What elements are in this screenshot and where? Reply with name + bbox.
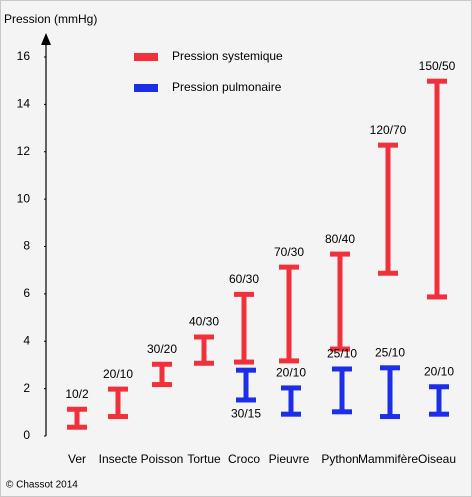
x-tick-label: Oiseau [418, 452, 456, 466]
bar-label: 25/10 [375, 345, 405, 359]
x-tick-label: Python [321, 452, 358, 466]
bar-label: 150/50 [419, 59, 456, 73]
y-axis-label: Pression (mmHg) [4, 12, 97, 26]
range-bar [67, 406, 87, 430]
x-tick-label: Mammifère [358, 452, 418, 466]
x-tick-label: Croco [228, 452, 260, 466]
range-bar [236, 367, 256, 403]
bar-label: 20/10 [276, 366, 306, 380]
range-bar [380, 365, 400, 420]
y-tick-label: 6 [23, 286, 30, 300]
range-bar [332, 366, 352, 415]
bar-label: 30/20 [147, 342, 177, 356]
range-bar [330, 251, 350, 352]
range-bar [281, 385, 301, 417]
x-tick-label: Tortue [187, 452, 221, 466]
y-tick-label: 8 [23, 239, 30, 253]
x-tick-label: Insecte [99, 452, 138, 466]
bar-label: 30/15 [231, 407, 261, 421]
bar-label: 40/30 [189, 315, 219, 329]
bar-label: 25/10 [327, 347, 357, 361]
y-tick-label: 14 [17, 97, 31, 111]
bar-label: 60/30 [229, 272, 259, 286]
bar-label: 120/70 [370, 123, 407, 137]
bar-label: 10/2 [65, 387, 89, 401]
axis-arrow [41, 33, 51, 45]
legend-swatch [134, 84, 158, 92]
bar-label: 20/10 [103, 367, 133, 381]
y-tick-label: 0 [23, 428, 30, 442]
x-tick-label: Pieuvre [269, 452, 310, 466]
range-bar [108, 386, 128, 420]
y-tick-label: 4 [23, 333, 30, 347]
y-tick-label: 16 [17, 49, 31, 63]
legend-label: Pression systemique [172, 49, 283, 63]
range-bar [234, 291, 254, 365]
range-bar [194, 334, 214, 366]
x-tick-label: Poisson [141, 452, 184, 466]
legend-swatch [134, 53, 158, 61]
y-tick-label: 12 [17, 144, 31, 158]
credit: © Chassot 2014 [6, 480, 78, 491]
range-bar [429, 384, 449, 417]
range-bar [378, 142, 398, 276]
bar-label: 20/10 [424, 364, 454, 378]
y-tick-label: 2 [23, 381, 30, 395]
bar-label: 70/30 [274, 245, 304, 259]
y-tick-label: 10 [17, 191, 31, 205]
range-bar [427, 78, 447, 300]
range-bar [279, 264, 299, 364]
legend-label: Pression pulmonaire [172, 80, 282, 94]
range-bar [152, 361, 172, 388]
bar-label: 80/40 [325, 232, 355, 246]
x-tick-label: Ver [68, 452, 86, 466]
